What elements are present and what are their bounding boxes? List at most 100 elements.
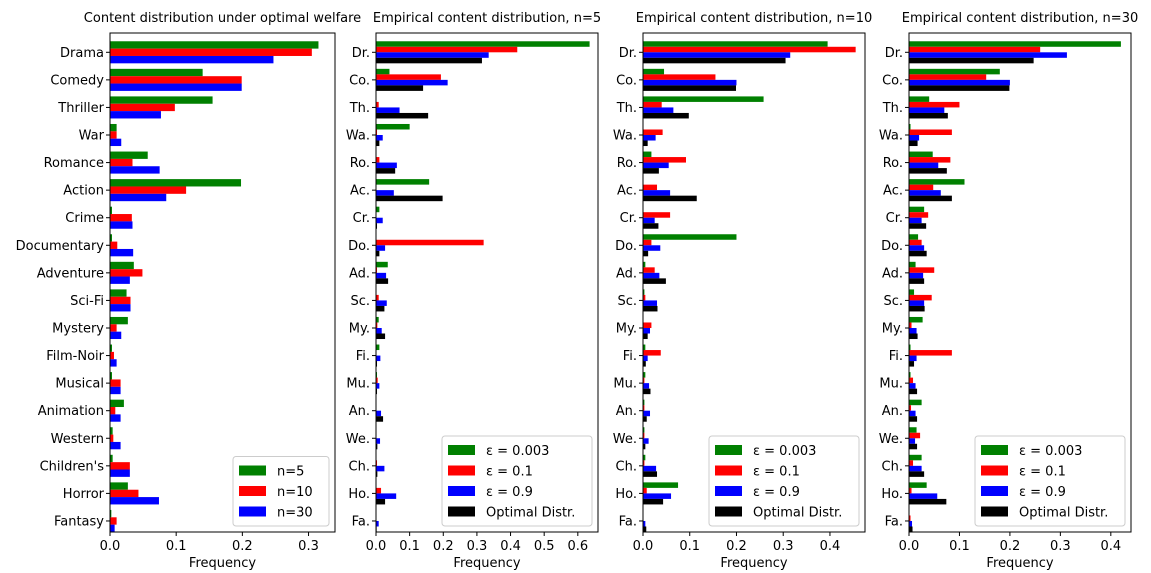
- legend-swatch: [448, 465, 475, 476]
- bar: [643, 85, 737, 91]
- bar: [376, 74, 441, 80]
- legend-label: ε = 0.003: [1019, 444, 1082, 459]
- x-axis-label: Frequency: [986, 556, 1053, 571]
- x-tick-label: 0.2: [433, 539, 454, 554]
- bar: [376, 520, 379, 527]
- bar: [643, 96, 764, 102]
- y-tick-label: Fantasy: [54, 514, 104, 529]
- y-tick-label: Children's: [40, 459, 105, 474]
- y-tick-label: My.: [616, 321, 637, 336]
- bar: [909, 179, 965, 185]
- bar: [643, 482, 679, 488]
- bar: [376, 52, 489, 58]
- bar: [909, 350, 952, 356]
- bar: [909, 96, 930, 102]
- bar: [909, 454, 922, 461]
- x-tick-label: 0.5: [534, 539, 555, 554]
- panel-empirical-n30: Empirical content distribution, n=30 Dr. C…: [879, 11, 1138, 571]
- bar: [376, 179, 430, 185]
- bar: [909, 195, 952, 202]
- bar: [376, 416, 384, 422]
- bar: [376, 322, 378, 328]
- panel-empirical-n5: Empirical content distribution, n=5 Dr. Co…: [346, 11, 601, 571]
- legend-swatch: [448, 506, 475, 517]
- bar: [909, 460, 914, 466]
- y-tick-label: War: [79, 129, 105, 144]
- y-tick-label: Film-Noir: [46, 349, 104, 364]
- x-tick-label: 0.4: [820, 539, 841, 554]
- bar: [909, 85, 1010, 91]
- bar: [110, 131, 117, 139]
- bar: [110, 324, 117, 332]
- y-tick-label: Ro.: [350, 156, 370, 171]
- y-tick-label: Ad.: [349, 266, 370, 281]
- y-tick-label: Co.: [349, 73, 370, 88]
- bar: [909, 68, 1000, 75]
- bar: [643, 399, 645, 406]
- x-tick-label: 0.0: [100, 539, 121, 554]
- bar: [376, 57, 482, 64]
- y-tick-label: Western: [51, 432, 104, 447]
- bar: [110, 138, 122, 147]
- bar: [643, 465, 657, 472]
- y-tick-label: Dr.: [619, 46, 637, 61]
- bar: [376, 388, 378, 395]
- bar: [643, 168, 659, 174]
- bar: [909, 294, 932, 301]
- bar: [110, 248, 134, 257]
- y-tick-label: Sc.: [883, 294, 903, 309]
- bar: [110, 489, 139, 498]
- bar: [643, 344, 646, 351]
- y-tick-label: Co.: [882, 73, 903, 88]
- y-tick-label: Ho.: [348, 487, 370, 502]
- bar: [110, 158, 133, 167]
- bar: [376, 377, 378, 384]
- legend-label: Optimal Distr.: [1019, 506, 1108, 521]
- chart-title: Empirical content distribution, n=10: [636, 11, 872, 26]
- y-tick-label: Wa.: [879, 129, 903, 144]
- x-tick-label: 0.0: [366, 539, 387, 554]
- x-tick-label: 0.1: [399, 539, 420, 554]
- bar: [376, 344, 380, 351]
- bar: [643, 190, 671, 196]
- bar: [110, 316, 128, 325]
- bar: [643, 46, 856, 53]
- bar: [110, 269, 143, 277]
- y-tick-label: Ho.: [615, 487, 637, 502]
- chart-title: Empirical content distribution, n=30: [902, 11, 1138, 26]
- y-tick-label: Sci-Fi: [70, 294, 104, 309]
- bar: [909, 443, 918, 450]
- bar: [376, 272, 387, 279]
- bar: [909, 239, 922, 246]
- x-tick-label: 0.1: [166, 539, 187, 554]
- legend-swatch: [239, 465, 266, 476]
- bar: [376, 195, 443, 202]
- bar: [643, 322, 652, 328]
- bar: [643, 250, 649, 257]
- bar: [110, 454, 113, 463]
- bar: [643, 377, 645, 384]
- legend-label: ε = 0.1: [486, 465, 533, 480]
- x-axis-label: Frequency: [453, 556, 520, 571]
- bar: [643, 212, 671, 218]
- legend-swatch: [448, 486, 475, 496]
- y-tick-label: Action: [63, 184, 104, 199]
- bar: [909, 123, 911, 130]
- bar: [376, 327, 382, 334]
- y-tick-label: We.: [613, 432, 637, 447]
- bar: [376, 129, 378, 136]
- bar: [376, 493, 397, 499]
- bar: [376, 465, 385, 472]
- y-tick-label: Comedy: [50, 73, 104, 88]
- y-tick-label: Fi.: [623, 349, 637, 364]
- y-tick-label: Horror: [63, 487, 105, 502]
- bar: [643, 498, 664, 505]
- bar: [110, 261, 134, 270]
- bar: [110, 386, 121, 395]
- x-tick-label: 0.3: [298, 539, 319, 554]
- bar: [643, 129, 663, 136]
- bar: [909, 168, 947, 174]
- panel-optimal-welfare: Content distribution under optimal welfa…: [16, 11, 362, 571]
- bar: [643, 355, 648, 362]
